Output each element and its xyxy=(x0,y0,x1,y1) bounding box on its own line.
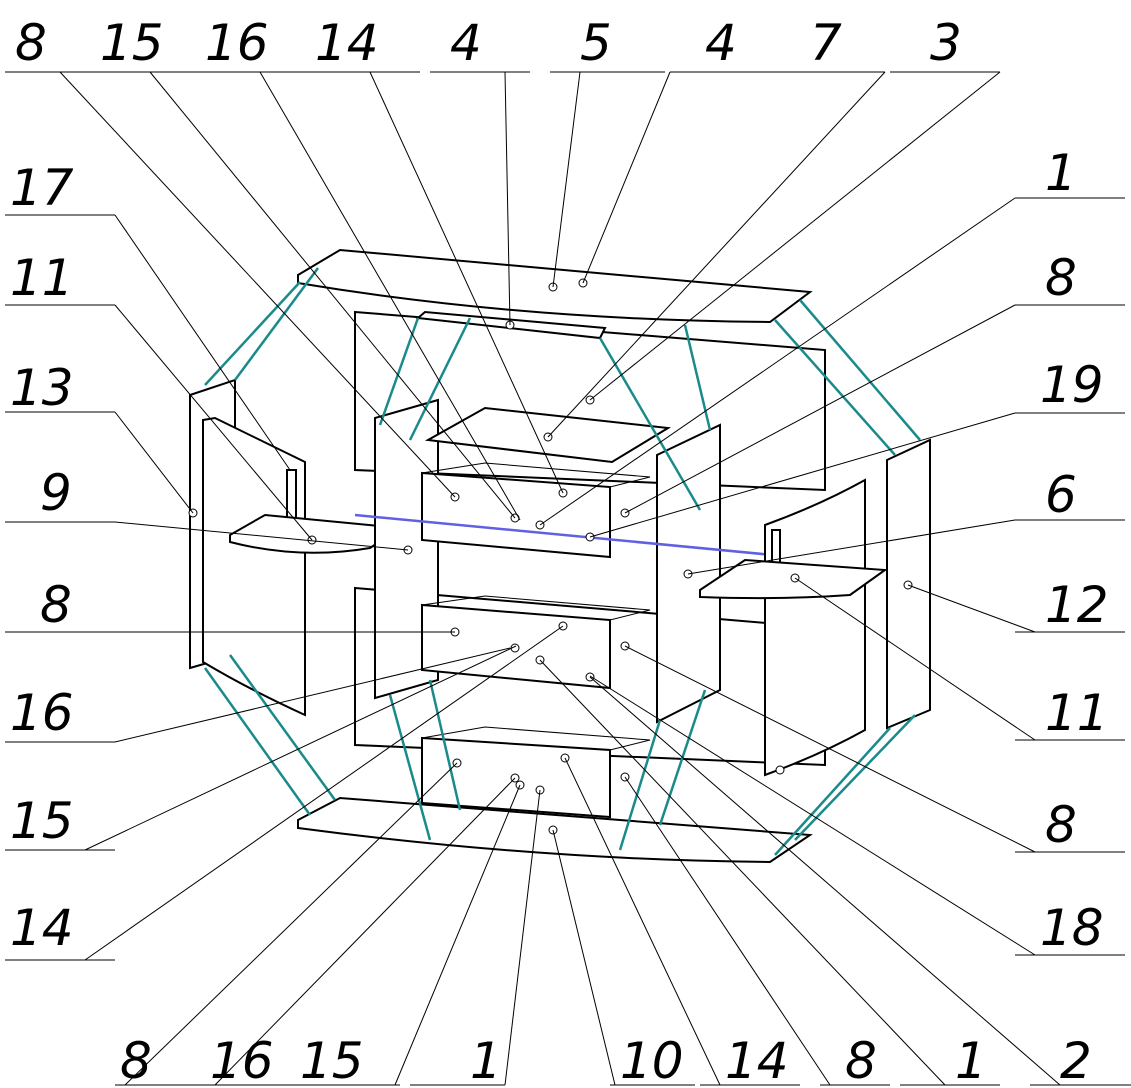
leader-line xyxy=(687,519,1016,575)
leader-line xyxy=(589,412,1016,538)
callout-number: 1 xyxy=(470,1032,502,1088)
callout-number: 1 xyxy=(955,1032,987,1088)
callout-number: 7 xyxy=(810,14,842,72)
leader-line xyxy=(624,304,1016,514)
callout-number: 12 xyxy=(1045,576,1109,634)
leader-line xyxy=(114,647,511,743)
leader-line xyxy=(907,584,1036,633)
leader-line xyxy=(589,675,1036,956)
leader-line xyxy=(149,71,516,519)
leader-line xyxy=(394,784,521,1086)
callout-number: 8 xyxy=(15,14,47,72)
leader-line xyxy=(504,789,541,1086)
leader-line xyxy=(552,71,581,288)
callout-number: 8 xyxy=(40,576,72,634)
drawer-box-1 xyxy=(421,462,651,488)
callout-number: 1 xyxy=(1045,144,1077,202)
callout-number: 13 xyxy=(10,359,74,417)
callout-number: 11 xyxy=(1045,684,1109,742)
callout-number: 9 xyxy=(40,464,72,522)
callout-number: 4 xyxy=(450,14,482,72)
callout-number: 16 xyxy=(10,684,74,742)
leader-line xyxy=(624,645,1036,853)
leader-line xyxy=(114,411,194,514)
leader-line xyxy=(114,304,313,541)
leader-line xyxy=(589,71,1001,401)
leader-line xyxy=(589,676,1061,1086)
callout-number: 8 xyxy=(845,1032,877,1088)
callout-number: 11 xyxy=(10,249,74,307)
leader-line xyxy=(547,71,886,438)
left-shelf xyxy=(229,513,403,554)
leader-line xyxy=(114,214,291,471)
leader-line xyxy=(84,645,517,851)
callout-number: 16 xyxy=(205,14,269,72)
right-door xyxy=(764,478,866,777)
furniture-parts xyxy=(188,248,931,864)
drawer-box-2 xyxy=(421,595,651,621)
leader-line xyxy=(259,71,521,521)
leader-line xyxy=(369,71,564,494)
leader-line xyxy=(114,521,409,551)
leader-line xyxy=(794,577,1036,741)
leader-line xyxy=(564,757,721,1086)
callout-number: 17 xyxy=(10,159,74,217)
leader-line xyxy=(552,829,616,1086)
callout-number: 19 xyxy=(1040,356,1104,414)
callout-number: 16 xyxy=(210,1032,274,1088)
drawer-box-3 xyxy=(421,726,651,751)
callout-number: 14 xyxy=(315,14,379,72)
leader-line xyxy=(84,625,564,961)
callout-number: 10 xyxy=(620,1032,684,1088)
callout-number: 14 xyxy=(10,899,74,957)
callout-number: 3 xyxy=(930,14,962,72)
leader-line xyxy=(124,762,458,1086)
callout-number: 4 xyxy=(705,14,737,72)
leader-line xyxy=(59,71,456,498)
leader-line xyxy=(539,659,946,1086)
callout-number: 15 xyxy=(300,1032,364,1088)
leader-line xyxy=(504,71,511,326)
callout-number: 14 xyxy=(725,1032,789,1088)
leader-line xyxy=(214,777,516,1086)
callout-number: 2 xyxy=(1060,1032,1092,1088)
callout-number: 15 xyxy=(100,14,164,72)
callout-number: 6 xyxy=(1045,466,1077,524)
callout-number: 18 xyxy=(1040,899,1104,957)
leader-line xyxy=(582,71,671,284)
leader-line xyxy=(624,776,831,1086)
callout-number: 15 xyxy=(10,792,74,850)
callout-number: 8 xyxy=(1045,249,1077,307)
left-door xyxy=(202,416,306,717)
callout-number: 5 xyxy=(580,14,612,72)
leader-line xyxy=(539,197,1016,526)
callout-number: 8 xyxy=(120,1032,152,1088)
callout-number: 8 xyxy=(1045,796,1077,854)
